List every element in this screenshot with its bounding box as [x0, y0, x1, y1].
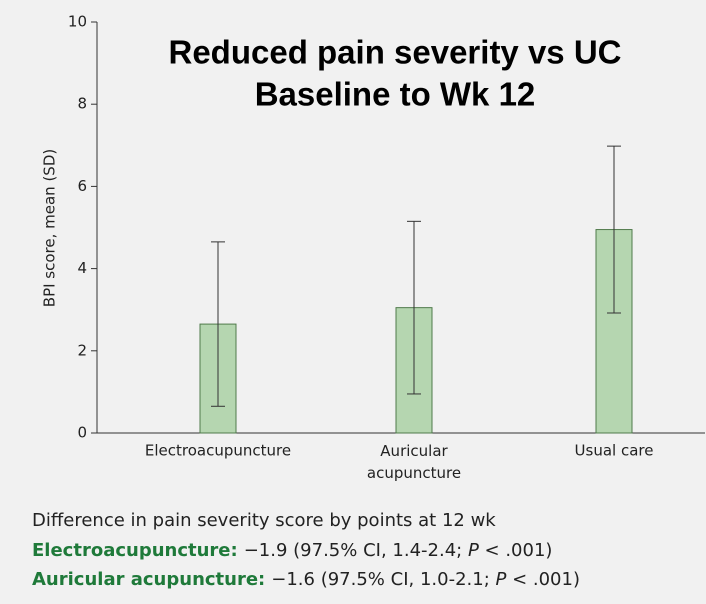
x-tick-label: Auricular acupuncture	[367, 442, 461, 482]
footnote-line: Electroacupuncture: −1.9 (97.5% CI, 1.4-2…	[32, 540, 552, 561]
footnote-text: < .001)	[506, 569, 580, 590]
y-axis-label: BPI score, mean (SD)	[41, 149, 59, 307]
y-tick-label: 2	[77, 341, 87, 359]
y-tick-label: 4	[77, 259, 87, 277]
y-tick-label: 0	[77, 424, 87, 442]
footnote-label: Auricular acupuncture:	[32, 569, 265, 590]
footnote-text: −1.9 (97.5% CI, 1.4-2.4;	[244, 540, 468, 561]
footnote-text: P	[495, 569, 506, 590]
footnote-label: Electroacupuncture:	[32, 540, 238, 561]
footnote-text: P	[468, 540, 479, 561]
chart-title: Reduced pain severity vs UC	[168, 34, 621, 71]
y-tick-label: 6	[77, 177, 87, 195]
footnote-text: < .001)	[479, 540, 553, 561]
chart-title: Baseline to Wk 12	[255, 76, 536, 113]
footnote-heading: Difference in pain severity score by poi…	[32, 510, 496, 531]
x-tick-label: Usual care	[575, 442, 654, 460]
y-tick-label: 10	[68, 13, 87, 31]
footnote-line: Auricular acupuncture: −1.6 (97.5% CI, 1.…	[32, 569, 580, 590]
x-tick-label: Electroacupuncture	[145, 442, 291, 460]
footnote-text: −1.6 (97.5% CI, 1.0-2.1;	[271, 569, 495, 590]
y-tick-label: 8	[77, 95, 87, 113]
